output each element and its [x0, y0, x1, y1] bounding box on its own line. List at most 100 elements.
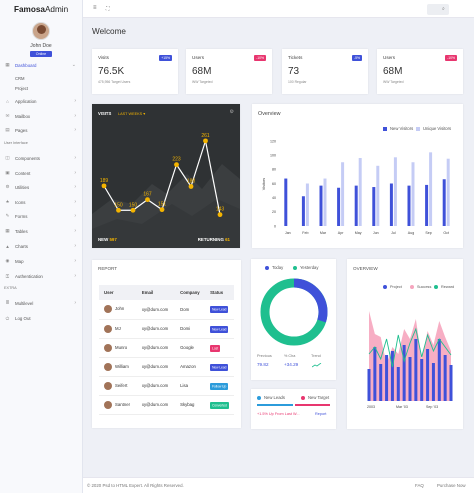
sidebar-sub-crm[interactable]: CRM	[15, 76, 25, 81]
donut-stat-label: Previous	[257, 354, 272, 358]
menu-icon[interactable]: ≡	[93, 5, 97, 11]
sidebar-item-tables[interactable]: ▦ Tables ›	[4, 227, 80, 235]
visits-point[interactable]	[188, 184, 194, 189]
table-row[interactable]: John xy@dum.com Dom New Lead	[99, 300, 234, 320]
purchase-link[interactable]: Purchase Now	[437, 483, 466, 488]
sidebar-item-authentication[interactable]: ⚿ Authentication ›	[4, 272, 80, 280]
nav-icon: ⚿	[5, 273, 10, 279]
bar-project[interactable]	[408, 357, 412, 401]
report-link[interactable]: Report	[315, 412, 327, 416]
table-row[interactable]: William xy@dum.com Amazon New Lead	[99, 357, 234, 377]
y-tick-label: 40	[272, 196, 276, 200]
visits-point[interactable]	[203, 138, 208, 144]
column-header[interactable]: Email	[136, 285, 176, 300]
bar-unique-visitors[interactable]	[411, 162, 415, 226]
user-cell: MJ	[99, 319, 137, 339]
bar-unique-visitors[interactable]	[358, 158, 362, 226]
bar-new-visitors[interactable]	[301, 196, 305, 226]
sidebar-item-mailbox[interactable]: ✉ Mailbox ›	[4, 112, 80, 120]
bar-new-visitors[interactable]	[337, 187, 341, 226]
sidebar-item-charts[interactable]: ▲ Charts ›	[4, 242, 80, 250]
visits-point[interactable]	[217, 212, 223, 218]
visits-point[interactable]	[145, 197, 150, 203]
legend-yesterday[interactable]: Yesterday	[293, 265, 318, 270]
sidebar-item-forms[interactable]: ✎ Forms ›	[4, 212, 80, 220]
bar-project[interactable]	[414, 339, 418, 401]
bar-new-visitors[interactable]	[407, 185, 411, 226]
bar-new-visitors[interactable]	[442, 179, 446, 226]
bar-project[interactable]	[373, 347, 377, 401]
bar-project[interactable]	[426, 349, 430, 401]
table-row[interactable]: Seifert xy@dum.com Lisa Follow Up	[99, 376, 234, 396]
bar-project[interactable]	[420, 359, 424, 401]
settings-icon[interactable]: ⚙	[229, 109, 234, 115]
bar-new-visitors[interactable]	[425, 184, 429, 226]
sidebar-item-log-out[interactable]: ⏻ Log Out	[4, 314, 80, 322]
bar-project[interactable]	[390, 351, 394, 401]
table-row[interactable]: Munro xy@dum.com Google Lost	[99, 338, 234, 358]
sidebar-item-multilevel[interactable]: ≣ Multilevel ›	[4, 299, 80, 307]
sidebar-item-dashboard[interactable]: ▦ Dashboard ⌄	[4, 61, 80, 69]
bar-unique-visitors[interactable]	[305, 183, 309, 227]
avatar	[104, 381, 112, 390]
sidebar-item-application[interactable]: ⌂ Application ›	[4, 97, 80, 105]
sidebar-item-pages[interactable]: ▤ Pages ›	[4, 126, 80, 134]
sidebar-item-components[interactable]: ◫ Components ›	[4, 154, 80, 162]
avatar[interactable]	[32, 22, 50, 40]
search-box[interactable]	[427, 4, 449, 15]
legend-new-target[interactable]: New Target	[301, 395, 329, 400]
search-icon[interactable]: ⌕	[442, 6, 445, 12]
bar-new-visitors[interactable]	[319, 185, 323, 226]
bar-unique-visitors[interactable]	[341, 162, 345, 226]
sidebar-item-content[interactable]: ▣ Content ›	[4, 169, 80, 177]
bar-new-visitors[interactable]	[389, 183, 393, 227]
legend-new-visitors[interactable]: New Visitors	[383, 126, 413, 131]
visits-point[interactable]	[159, 207, 165, 213]
visits-point[interactable]	[130, 207, 136, 213]
brand-logo[interactable]: Famosa Admin	[0, 0, 82, 18]
visits-point[interactable]	[116, 207, 121, 213]
bar-new-visitors[interactable]	[354, 185, 358, 226]
sidebar-item-utilities[interactable]: ⚙ Utilities ›	[4, 183, 80, 191]
bar-unique-visitors[interactable]	[393, 157, 397, 226]
bar-unique-visitors[interactable]	[446, 158, 450, 226]
table-row[interactable]: MJ xy@dum.com Domi New Lead	[99, 319, 234, 339]
table-row[interactable]: Santner xy@dum.com Skybag Converted	[99, 395, 234, 415]
y-tick-label: 120	[270, 139, 276, 143]
bar-project[interactable]	[449, 365, 453, 401]
column-header[interactable]: Company	[175, 285, 206, 300]
bar-project[interactable]	[402, 345, 406, 401]
fullscreen-icon[interactable]: ⛶	[106, 6, 110, 12]
visits-range-dropdown[interactable]: LAST WEEKS ▾	[118, 112, 146, 116]
bar-project[interactable]	[431, 363, 435, 401]
bar-new-visitors[interactable]	[284, 178, 288, 226]
bar-new-visitors[interactable]	[372, 187, 376, 226]
legend-today[interactable]: Today	[265, 265, 283, 270]
status-cell: New Lead	[205, 357, 234, 377]
legend-success[interactable]: Success	[410, 285, 431, 289]
bar-project[interactable]	[443, 355, 447, 401]
bar-unique-visitors[interactable]	[323, 178, 327, 226]
sidebar-sub-project[interactable]: Project	[15, 86, 29, 91]
visits-point[interactable]	[174, 162, 179, 168]
stat-sub: WW Targeted	[192, 80, 213, 84]
chevron-icon: ›	[74, 258, 76, 264]
bar-unique-visitors[interactable]	[376, 165, 380, 226]
sidebar-item-map[interactable]: ◉ Map ›	[4, 257, 80, 265]
bar-project[interactable]	[367, 369, 371, 401]
legend-reward[interactable]: Reward	[434, 285, 454, 289]
visits-point[interactable]	[101, 183, 107, 189]
column-header[interactable]: User	[99, 285, 137, 300]
stat-card: Visits +15% 76.5K 475,956 Target Users	[92, 49, 178, 94]
bar-project[interactable]	[385, 355, 389, 401]
legend-project[interactable]: Project	[383, 285, 402, 289]
faq-link[interactable]: FAQ	[415, 483, 424, 488]
legend-new-leads[interactable]: New Leads	[257, 395, 285, 400]
bar-unique-visitors[interactable]	[429, 152, 433, 226]
bar-project[interactable]	[396, 367, 400, 401]
sidebar-item-icons[interactable]: ★ Icons ›	[4, 198, 80, 206]
legend-unique-visitors[interactable]: Unique Visitors	[416, 126, 451, 131]
column-header[interactable]: Status	[205, 285, 234, 300]
bar-project[interactable]	[379, 364, 383, 401]
bar-project[interactable]	[437, 339, 441, 401]
